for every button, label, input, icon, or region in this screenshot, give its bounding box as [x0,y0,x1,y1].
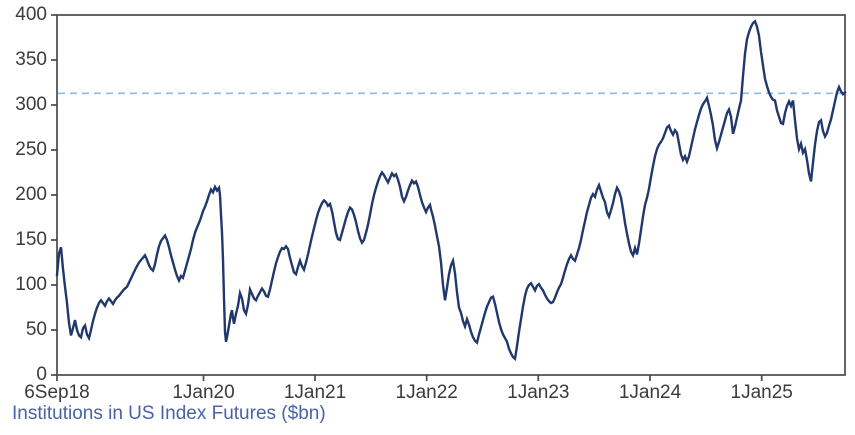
plot-frame [56,14,846,376]
chart-caption: Institutions in US Index Futures ($bn) [12,403,326,424]
x-axis-tick-label: 1Jan21 [283,382,347,403]
x-axis-tick-label: 1Jan25 [730,382,793,403]
y-axis-tick-label: 400 [15,4,47,25]
x-axis-tick-label: 6Sep18 [24,382,90,403]
x-axis-tick-label: 1Jan24 [618,382,682,403]
x-axis-tick-label: 1Jan23 [507,382,570,403]
y-axis-tick-label: 350 [15,49,47,70]
series-line [55,19,847,362]
y-axis-tick-label: 150 [15,229,47,250]
y-axis-tick-label: 200 [15,184,47,205]
y-axis-tick-label: 250 [15,139,47,160]
y-axis-tick-label: 100 [15,274,47,295]
y-axis-tick-label: 0 [36,364,47,385]
x-axis-tick-label: 1Jan22 [395,382,458,403]
x-axis-tick-label: 1Jan20 [172,382,235,403]
y-axis-tick-label: 300 [15,94,47,115]
y-axis-tick-label: 50 [25,319,47,340]
